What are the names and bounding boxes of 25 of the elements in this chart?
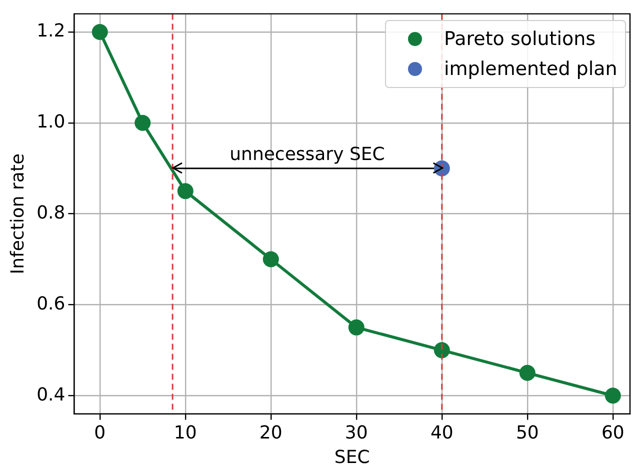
point xyxy=(92,24,108,40)
annotation: unnecessary SEC xyxy=(230,144,385,166)
y-tick-label: 0.6 xyxy=(36,293,66,314)
x-tick-label: 20 xyxy=(259,422,282,444)
x-axis-title: SEC xyxy=(334,446,370,468)
legend-label: implemented plan xyxy=(444,58,618,80)
point xyxy=(348,319,364,336)
point xyxy=(434,342,450,358)
legend-label: Pareto solutions xyxy=(444,28,596,50)
point xyxy=(177,183,194,200)
point xyxy=(262,251,279,268)
x-tick-label: 40 xyxy=(430,422,454,444)
x-tick-label: 0 xyxy=(94,422,106,444)
x-tick-label: 10 xyxy=(174,422,197,444)
y-axis-title: Infection rate xyxy=(7,153,28,274)
point xyxy=(134,114,151,131)
x-tick-label: 30 xyxy=(344,422,368,444)
y-tick-label: 0.8 xyxy=(36,202,66,224)
point xyxy=(519,364,536,381)
y-tick-label: 1.2 xyxy=(36,20,66,42)
y-tick-label: 1.0 xyxy=(36,112,66,133)
y-tick-label: 0.4 xyxy=(36,384,66,406)
x-tick-label: 60 xyxy=(601,422,624,444)
x-tick-label: 50 xyxy=(516,422,539,444)
point xyxy=(604,388,621,404)
